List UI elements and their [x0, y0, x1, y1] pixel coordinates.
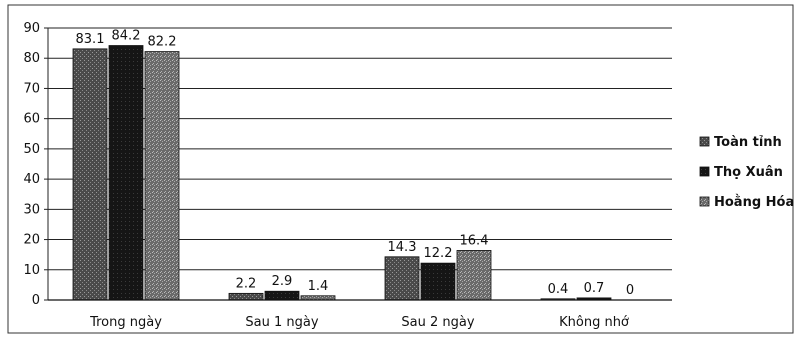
y-tick-label: 90: [23, 21, 40, 36]
data-label: 14.3: [388, 240, 417, 255]
data-label: 2.2: [236, 276, 257, 291]
bar-2-0: [384, 256, 420, 301]
data-label: 82.2: [148, 35, 177, 50]
bar-0-0: [72, 48, 108, 301]
legend-label: Toàn tỉnh: [714, 135, 782, 150]
data-label: 0: [626, 283, 634, 298]
bar-2-1: [420, 262, 456, 301]
bar-1-1: [264, 290, 300, 301]
y-tick-label: 0: [32, 293, 40, 308]
chart-frame: [7, 4, 794, 334]
bars: [72, 45, 612, 301]
y-tick-label: 50: [23, 142, 40, 157]
y-tick-label: 20: [23, 233, 40, 248]
data-label: 2.9: [272, 274, 293, 289]
legend-swatch: [699, 136, 710, 147]
y-tick-label: 40: [23, 172, 40, 187]
bar-1-2: [300, 295, 336, 301]
bar-0-1: [108, 45, 144, 301]
x-axis: Trong ngày Sau 1 ngày Sau 2 ngày Không nhớ: [48, 299, 672, 330]
data-label: 1.4: [308, 279, 329, 294]
x-category-label: Không nhớ: [559, 315, 629, 330]
y-axis: 0 10 20 30 40 50 60 70 80 90: [23, 21, 49, 308]
data-label: 84.2: [112, 29, 141, 44]
bar-2-2: [456, 250, 492, 301]
legend-swatch: [699, 196, 710, 207]
legend: Toàn tỉnh Thọ Xuân Hoằng Hóa: [699, 135, 794, 210]
data-label: 0.7: [584, 281, 605, 296]
data-label: 16.4: [460, 233, 489, 248]
data-label: 12.2: [424, 246, 453, 261]
y-tick-label: 60: [23, 112, 40, 127]
legend-label: Thọ Xuân: [714, 165, 783, 180]
y-tick-label: 80: [23, 51, 40, 66]
legend-label: Hoằng Hóa: [714, 195, 794, 210]
data-label: 0.4: [548, 282, 569, 297]
x-category-label: Trong ngày: [89, 315, 162, 330]
data-labels: 83.1 84.2 82.2 2.2 2.9 1.4 14.3 12.2 16.4 0.4 0.7 0: [76, 29, 635, 298]
x-category-label: Sau 2 ngày: [401, 315, 474, 330]
y-tick-label: 70: [23, 81, 40, 96]
legend-swatch: [699, 166, 710, 177]
bar-1-0: [228, 292, 264, 301]
bar-0-2: [144, 51, 180, 301]
y-tick-label: 30: [23, 202, 40, 217]
y-tick-label: 10: [23, 263, 40, 278]
data-label: 83.1: [76, 32, 105, 47]
x-category-label: Sau 1 ngày: [245, 315, 318, 330]
